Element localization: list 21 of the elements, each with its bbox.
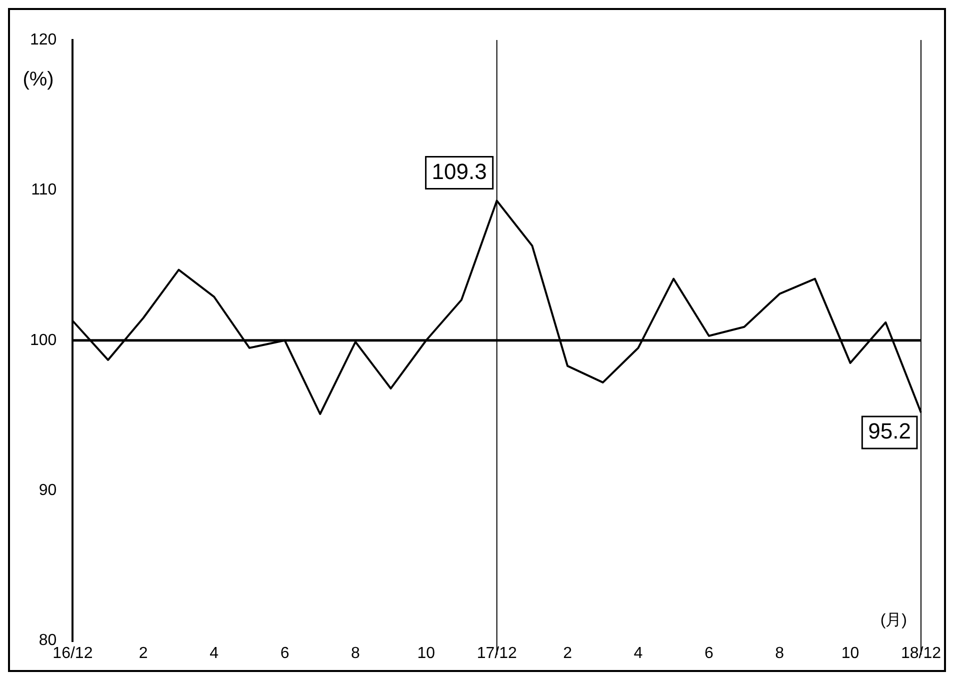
x-axis-title: (月) [880,612,907,630]
x-tick-label: 8 [775,644,784,662]
x-tick-label: 17/12 [476,644,517,662]
x-tick-label: 8 [351,644,360,662]
x-tick-label: 10 [417,644,436,662]
x-tick-label: 18/12 [900,644,942,662]
x-tick-label: 4 [210,644,219,662]
x-tick-label: 4 [634,644,643,662]
x-tick-label: 2 [138,644,148,662]
y-tick-label: 100 [30,332,57,349]
y-tick-label: 120 [30,31,57,48]
x-tick-label: 10 [841,644,860,662]
x-tick-label: 2 [563,644,572,662]
annotation: 95.2 [868,418,911,444]
y-axis-title: (%) [22,68,54,91]
annotation: 109.3 [432,158,487,184]
y-tick-label: 110 [31,182,57,199]
y-tick-label: 90 [38,482,57,500]
x-tick-label: 16/12 [52,644,93,662]
x-tick-label: 6 [280,644,290,662]
x-tick-label: 6 [704,644,714,662]
